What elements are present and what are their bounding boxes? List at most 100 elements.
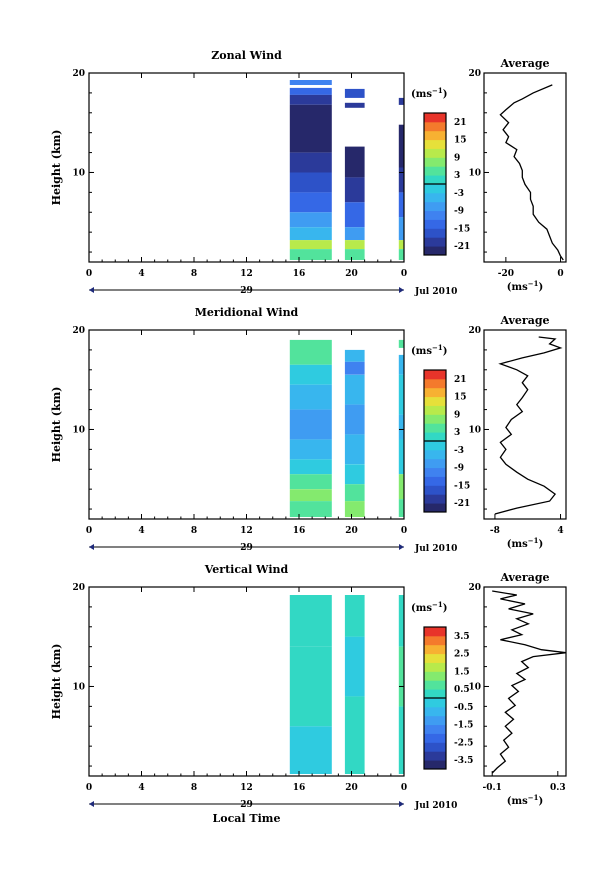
y-tick-label: 10 [72,168,85,178]
colorbar-segment [424,662,446,672]
profile-x-tick-label: -8 [490,526,500,536]
profile-line [499,84,564,261]
heatmap-cell [344,202,365,228]
colorbar-segment [424,733,446,743]
colorbar-segment [424,175,446,185]
x-tick-label: 4 [138,526,144,536]
profile-unit: (ms−1) [507,793,543,807]
profile-axes [483,72,567,263]
profile-x-tick-label: -0.1 [482,783,501,793]
panel-0: Zonal Wind 20 10 Height (km) 0 4 8 12 16 20 0 29 Jul… [50,49,567,297]
heatmap-cell [344,484,365,502]
profile-line [494,336,563,515]
date-bar-arrow-left [89,544,94,550]
colorbar-segment [424,432,446,442]
profile-axes [483,586,567,777]
colorbar-segment [424,635,446,646]
panel-title: Vertical Wind [204,563,289,576]
date-label: Jul 2010 [414,801,457,811]
heatmap-cell [398,97,405,105]
heatmap-cell [344,177,365,203]
colorbar-segment [424,246,446,256]
colorbar-segment [424,458,446,469]
colorbar-segment [424,219,446,229]
heatmap-cell [289,87,332,95]
colorbar-segment [424,485,446,495]
heatmap-cell [398,124,405,168]
heatmap-cell [398,192,405,218]
colorbar-segment [424,653,446,663]
heatmap-cell [289,409,332,440]
colorbar-segment [424,724,446,734]
heatmap-cell [398,217,405,241]
heatmap-cell [344,464,365,485]
colorbar-tick-label: -21 [454,242,470,252]
x-tick-label: 16 [293,269,306,279]
colorbar-segment [424,644,446,655]
x-tick-label: 8 [191,269,197,279]
heatmap-cell [344,227,365,241]
colorbar-unit: (ms−1) [411,600,447,614]
profile-y-tick-label: 10 [468,682,481,692]
heatmap-cell [344,404,365,435]
colorbar-unit: (ms−1) [411,343,447,357]
colorbar-tick-label: -3 [454,189,464,199]
colorbar-segment [424,192,446,203]
x-tick-label: 0 [86,526,92,536]
colorbar-segment [424,476,446,486]
colorbar-segment [424,139,446,149]
profile-unit: (ms−1) [507,536,543,550]
colorbar-segment [424,184,446,194]
heatmap-cell [344,249,365,260]
colorbar-tick-label: -1.5 [454,721,473,731]
heatmap-cell [289,152,332,173]
x-tick-label: 4 [138,783,144,793]
colorbar-segment [424,414,446,424]
heatmap-cell [289,501,332,517]
colorbar-tick-label: 3 [454,428,460,438]
colorbar-segment [424,121,446,132]
heatmap-cell [398,646,405,707]
y-tick-label: 20 [72,326,85,336]
colorbar-segment [424,157,446,167]
x-tick-label: 12 [240,783,253,793]
x-tick-label: 4 [138,269,144,279]
profile-y-tick-label: 20 [468,326,481,336]
x-tick-label: 20 [345,526,358,536]
colorbar-tick-label: -9 [454,207,464,217]
heatmap-cell [289,227,332,241]
y-axis-label: Height (km) [50,387,63,463]
colorbar-tick-label: -9 [454,464,464,474]
panel-1: Meridional Wind 20 10 Height (km) 0 4 8 12 16 20 0… [50,306,567,554]
heatmap-cell [398,414,405,440]
colorbar-segment [424,671,446,681]
colorbar-segment [424,503,446,513]
profile-y-tick-label: 20 [468,69,481,79]
profile-title: Average [499,571,549,584]
panel-title: Meridional Wind [195,306,299,319]
colorbar-segment [424,423,446,433]
heatmap-cell [344,349,365,362]
colorbar-segment [424,467,446,477]
colorbar-segment [424,441,446,451]
heatmap-cell [398,354,405,375]
colorbar-segment [424,751,446,761]
y-axis-label: Height (km) [50,130,63,206]
colorbar-segment [424,113,446,123]
colorbar-tick-label: 3 [454,171,460,181]
x-tick-label: 16 [293,526,306,536]
heatmap-cell [289,646,332,687]
y-tick-label: 20 [72,583,85,593]
colorbar-segment [424,237,446,247]
x-tick-label: 12 [240,269,253,279]
heatmap-cell [289,94,332,105]
colorbar-tick-label: -15 [454,481,470,491]
heatmap-cell [289,489,332,502]
x-tick-label: 0 [401,783,407,793]
heatmap-cell [398,167,405,193]
profile-x-tick-label: 4 [557,526,563,536]
heatmap-cell [289,364,332,385]
colorbar-tick-label: -21 [454,499,470,509]
profile-axes [483,329,567,520]
colorbar-segment [424,627,446,637]
